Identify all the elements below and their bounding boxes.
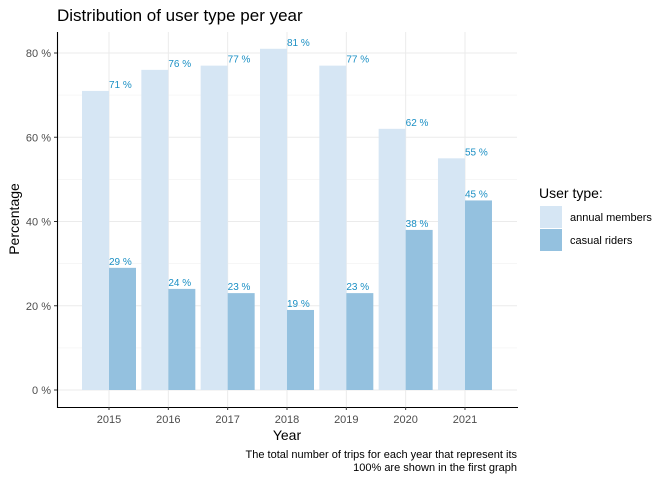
data-label-annual-members-2016: 76 % <box>168 59 191 70</box>
legend-label-annual-members: annual members <box>570 212 652 224</box>
legend-title: User type: <box>539 185 603 201</box>
x-tick-label: 2020 <box>393 414 417 426</box>
data-label-casual-riders-2020: 38 % <box>406 219 429 230</box>
data-label-annual-members-2015: 71 % <box>109 80 132 91</box>
x-tick-label: 2021 <box>453 414 477 426</box>
data-labels: 71 % 76 % 77 % 81 % 77 % 62 % 55 % 29 % 24 % 23 %… <box>109 38 488 310</box>
y-tick-label: 40 % <box>26 217 51 229</box>
x-tick-label: 2017 <box>215 414 239 426</box>
bar-annual-members-2021 <box>437 158 465 390</box>
data-label-annual-members-2021: 55 % <box>465 147 488 158</box>
data-label-annual-members-2017: 77 % <box>228 55 251 66</box>
caption-line-2: 100% are shown in the first graph <box>353 462 517 474</box>
bar-casual-riders-2020 <box>405 229 433 390</box>
data-label-casual-riders-2015: 29 % <box>109 257 132 268</box>
bar-annual-members-2016 <box>141 69 169 390</box>
x-axis-title: Year <box>273 427 302 443</box>
caption-line-1: The total number of trips for each year … <box>246 449 518 461</box>
legend-key-casual-riders <box>540 229 562 251</box>
data-label-casual-riders-2021: 45 % <box>465 189 488 200</box>
bar-annual-members-2020 <box>378 128 406 390</box>
bar-annual-members-2018 <box>259 48 287 390</box>
chart-title: Distribution of user type per year <box>57 6 303 25</box>
x-axis-ticks: 2015 2016 2017 2018 2019 2020 2021 <box>97 407 477 426</box>
y-tick-label: 0 % <box>32 385 51 397</box>
bar-casual-riders-2018 <box>286 309 314 390</box>
y-tick-label: 60 % <box>26 132 51 144</box>
x-tick-label: 2019 <box>334 414 358 426</box>
data-label-casual-riders-2019: 23 % <box>346 282 369 293</box>
x-tick-label: 2015 <box>97 414 121 426</box>
y-axis-ticks: 0 % 20 % 40 % 60 % 80 % <box>26 48 57 397</box>
data-label-annual-members-2018: 81 % <box>287 38 310 49</box>
bar-casual-riders-2017 <box>227 293 255 390</box>
data-label-casual-riders-2017: 23 % <box>228 282 251 293</box>
legend-label-casual-riders: casual riders <box>570 235 633 247</box>
bar-annual-members-2019 <box>319 65 347 390</box>
bar-casual-riders-2019 <box>346 293 374 390</box>
bar-annual-members-2015 <box>82 90 109 390</box>
x-tick-label: 2018 <box>275 414 299 426</box>
bar-casual-riders-2021 <box>464 200 492 390</box>
x-tick-label: 2016 <box>156 414 180 426</box>
legend: User type: annual members casual riders <box>539 185 652 251</box>
data-label-casual-riders-2018: 19 % <box>287 299 310 310</box>
legend-key-annual-members <box>540 206 562 228</box>
data-label-casual-riders-2016: 24 % <box>168 278 191 289</box>
y-tick-label: 20 % <box>26 301 51 313</box>
bar-casual-riders-2015 <box>109 267 136 390</box>
y-axis-title: Percentage <box>6 183 22 255</box>
y-tick-label: 80 % <box>26 48 51 60</box>
bar-annual-members-2017 <box>200 65 228 390</box>
data-label-annual-members-2020: 62 % <box>406 118 429 129</box>
data-label-annual-members-2019: 77 % <box>346 55 369 66</box>
bar-casual-riders-2016 <box>168 288 196 390</box>
bars <box>82 48 492 390</box>
